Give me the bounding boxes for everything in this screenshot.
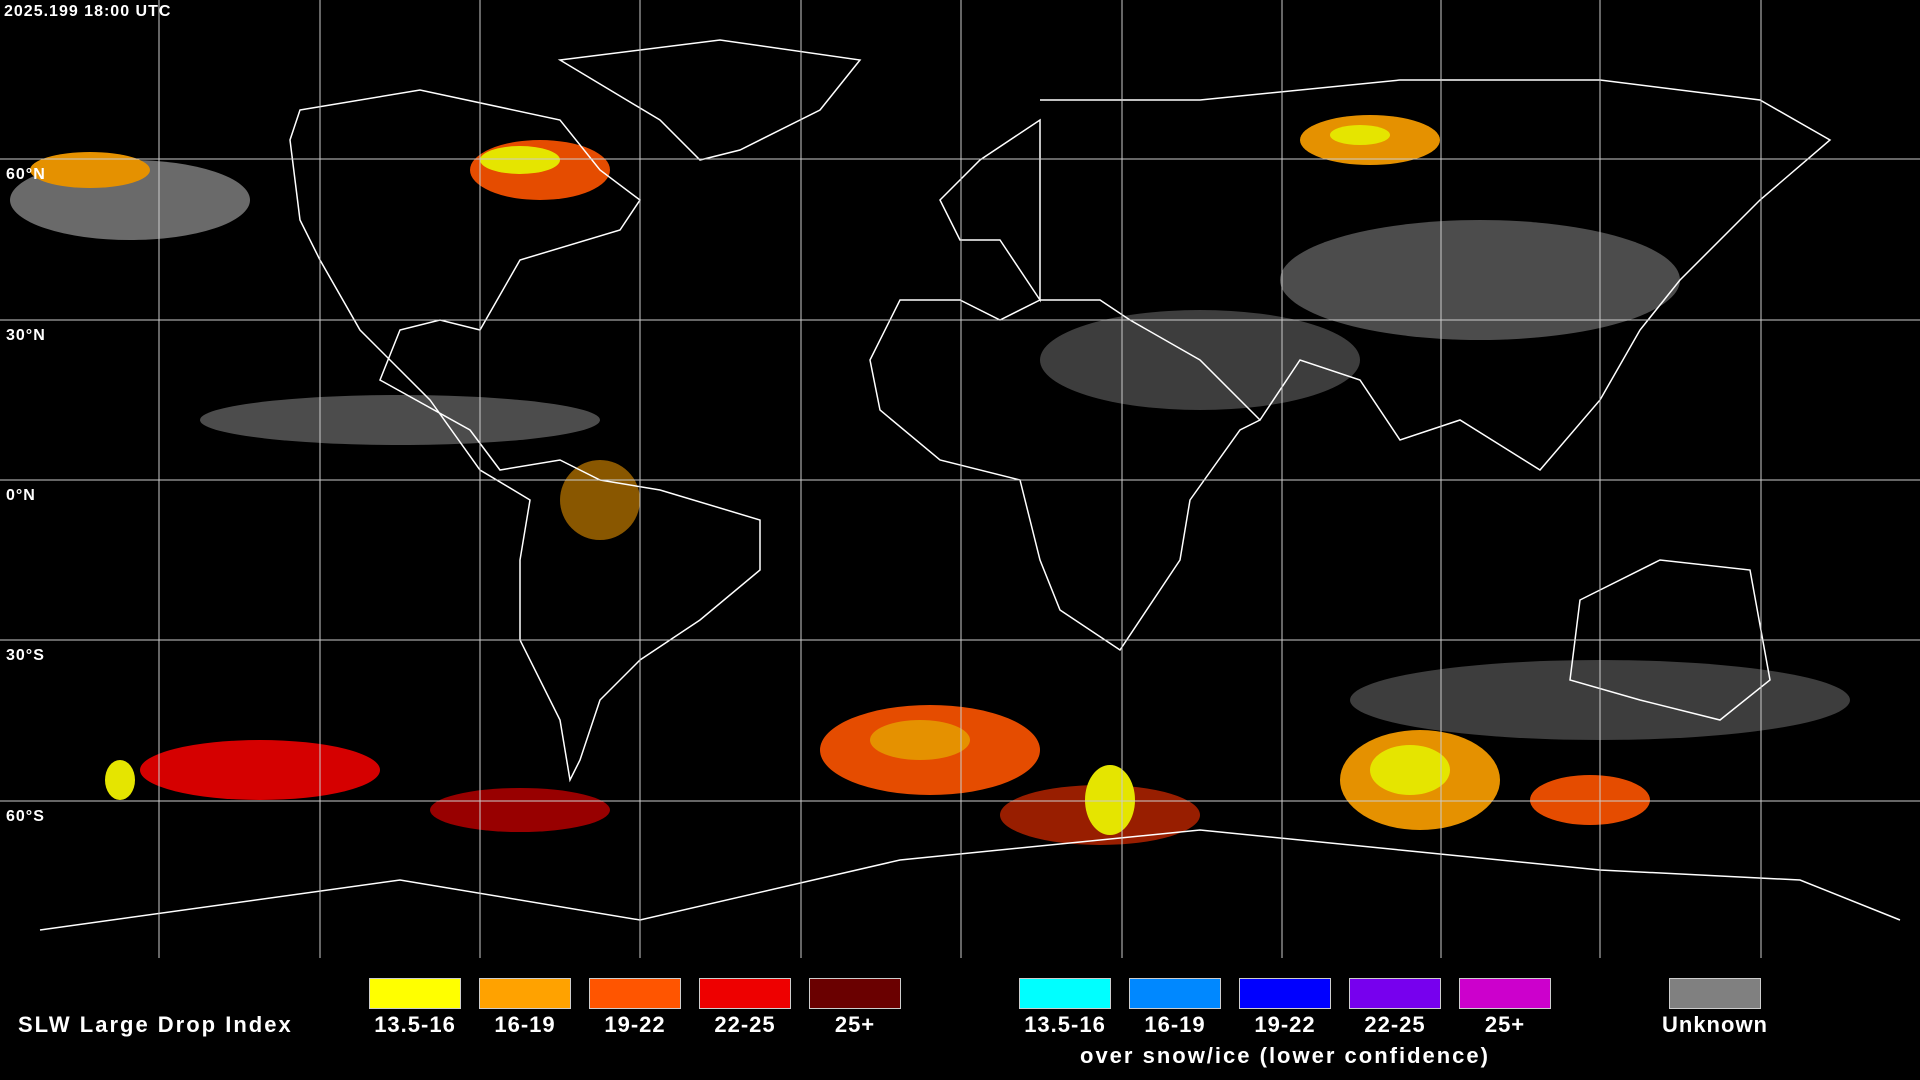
graticule bbox=[0, 0, 1920, 958]
legend-label: 22-25 bbox=[1364, 1012, 1426, 1037]
legend-label: 16-19 bbox=[494, 1012, 556, 1037]
legend-swatch bbox=[1669, 978, 1761, 1009]
legend-label: 13.5-16 bbox=[1024, 1012, 1106, 1037]
legend-swatch bbox=[809, 978, 901, 1009]
legend-swatch bbox=[1129, 978, 1221, 1009]
legend-swatch bbox=[1239, 978, 1331, 1009]
snow-caption: over snow/ice (lower confidence) bbox=[1080, 1043, 1490, 1068]
legend-swatch bbox=[1349, 978, 1441, 1009]
latitude-label: 60°N bbox=[6, 166, 46, 183]
legend-label: 19-22 bbox=[604, 1012, 666, 1037]
legend-label: Unknown bbox=[1662, 1012, 1768, 1037]
legend-label: 25+ bbox=[1484, 1012, 1526, 1037]
legend-swatch bbox=[1019, 978, 1111, 1009]
timestamp: 2025.199 18:00 UTC bbox=[4, 3, 171, 20]
legend-swatch bbox=[699, 978, 791, 1009]
legend-swatch bbox=[369, 978, 461, 1009]
latitude-label: 30°N bbox=[6, 327, 46, 344]
legend-label: 22-25 bbox=[714, 1012, 776, 1037]
legend-swatch bbox=[479, 978, 571, 1009]
latitude-label: 60°S bbox=[6, 808, 45, 825]
map: 2025.199 18:00 UTC 60°N 30°N 0°N 30°S 60… bbox=[0, 0, 1920, 958]
latitude-label: 0°N bbox=[6, 487, 36, 504]
legend-label: 25+ bbox=[834, 1012, 876, 1037]
legend-swatch bbox=[1459, 978, 1551, 1009]
legend-label: 13.5-16 bbox=[374, 1012, 456, 1037]
latitude-label: 30°S bbox=[6, 647, 45, 664]
legend-label: 19-22 bbox=[1254, 1012, 1316, 1037]
legend-label: 16-19 bbox=[1144, 1012, 1206, 1037]
legend-swatch bbox=[589, 978, 681, 1009]
cloud-patches bbox=[10, 115, 1850, 845]
legend-title: SLW Large Drop Index bbox=[18, 1012, 293, 1037]
